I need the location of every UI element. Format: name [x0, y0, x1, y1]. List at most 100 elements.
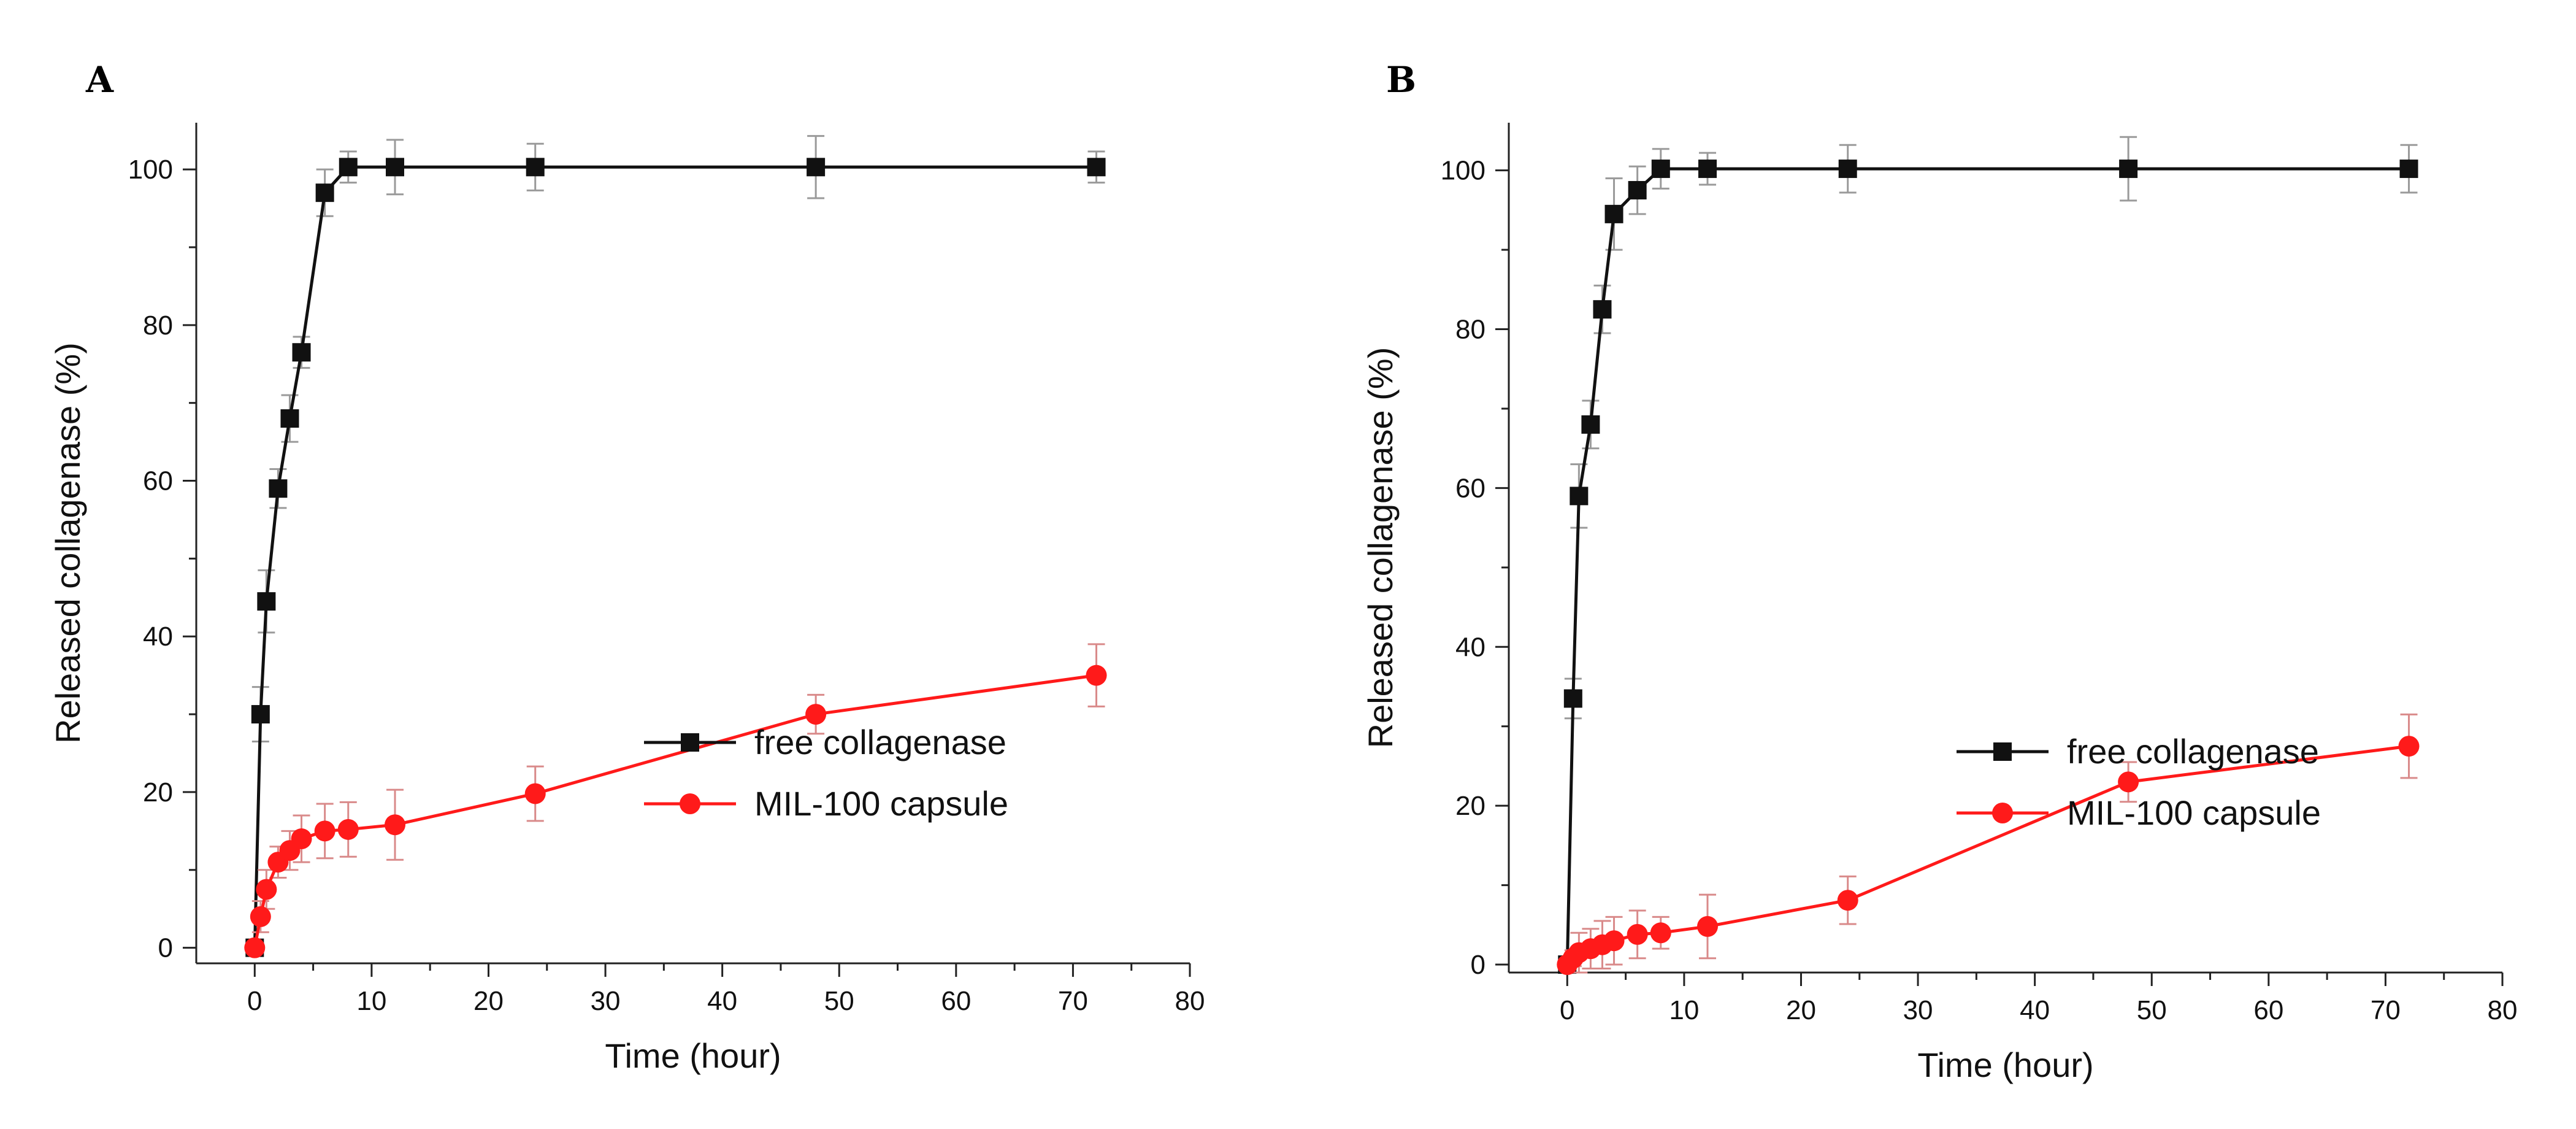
x-tick-label: 10: [356, 986, 386, 1016]
y-tick-label: 0: [1471, 950, 1485, 980]
legend-label: free collagenase: [2067, 732, 2319, 771]
legend-item: MIL-100 capsule: [1957, 793, 2321, 832]
y-tick-label: 40: [143, 622, 173, 652]
data-point: [1603, 930, 1625, 952]
x-tick-label: 20: [1786, 995, 1816, 1025]
y-tick-label: 60: [143, 466, 173, 496]
data-point: [244, 937, 266, 958]
y-tick-label: 80: [1455, 315, 1485, 345]
legend-label: MIL-100 capsule: [754, 784, 1008, 823]
y-tick-label: 100: [128, 155, 173, 185]
legend-symbol: [1993, 742, 2012, 761]
data-point: [250, 906, 271, 927]
data-point: [1627, 923, 1648, 945]
data-point: [2399, 160, 2418, 179]
series-line: [1566, 744, 2409, 966]
y-axis-title: Released collagenase (%): [1361, 347, 1400, 749]
legend: free collagenase MIL-100 capsule: [1957, 732, 2321, 832]
data-point: [526, 158, 545, 177]
legend-label: free collagenase: [754, 723, 1006, 761]
data-point: [807, 158, 826, 177]
data-point: [1651, 160, 1670, 179]
legend-symbol: [681, 733, 699, 752]
x-tick-label: 0: [1560, 995, 1574, 1025]
series-free-collagenase: [1558, 136, 2418, 974]
y-tick-label: 20: [143, 777, 173, 807]
data-point: [269, 479, 288, 498]
data-point: [1087, 158, 1106, 177]
data-point: [314, 820, 335, 842]
data-point: [1604, 204, 1623, 223]
chart-panel-a: A 0 10 20 30 40 50 60 70 80 0 20 40 60 80 100 Time (hour…: [48, 59, 1205, 1075]
x-tick-label: 30: [591, 986, 621, 1016]
series-line: [1565, 167, 2409, 965]
series-free-collagenase: [245, 135, 1106, 957]
data-point: [1570, 487, 1589, 506]
legend: free collagenase MIL-100 capsule: [644, 723, 1008, 823]
legend-symbol: [680, 793, 700, 814]
data-point: [2118, 771, 2139, 793]
x-tick-label: 0: [247, 986, 262, 1016]
x-tick-label: 60: [2253, 995, 2283, 1025]
data-point: [2119, 160, 2138, 179]
data-point: [292, 343, 311, 362]
x-tick-label: 70: [1058, 986, 1088, 1016]
x-tick-label: 70: [2371, 995, 2401, 1025]
series-mil100-capsule: [244, 643, 1107, 958]
chart-panel-b: B 0 10 20 30 40 50 60 70 80 0 20 40 60 80 100 Time (hour…: [1288, 0, 2576, 1129]
data-point: [337, 819, 359, 840]
x-axis-title: Time (hour): [605, 1036, 781, 1075]
x-tick-label: 50: [2137, 995, 2167, 1025]
data-point: [1563, 689, 1582, 708]
panel-letter: B: [1386, 59, 1416, 101]
x-tick-label: 30: [1903, 995, 1933, 1025]
data-point: [251, 705, 270, 724]
data-point: [1581, 415, 1600, 434]
data-point: [1838, 160, 1857, 179]
x-tick-label: 80: [2488, 995, 2518, 1025]
chart-svg-b: B 0 10 20 30 40 50 60 70 80 0 20 40 60 80 100 Time (hour…: [1361, 59, 2518, 1084]
legend-item: free collagenase: [1957, 732, 2319, 771]
data-point: [1697, 915, 1718, 937]
y-tick-label: 100: [1441, 156, 1485, 186]
data-point: [291, 828, 312, 850]
legend-item: free collagenase: [644, 723, 1006, 761]
y-tick-label: 40: [1455, 632, 1485, 662]
data-point: [385, 814, 405, 836]
chart-svg-a: A 0 10 20 30 40 50 60 70 80 0 20 40 60 80 100 Time (hour…: [48, 59, 1205, 1075]
legend-label: MIL-100 capsule: [2067, 793, 2321, 832]
data-point: [524, 783, 546, 804]
data-point: [280, 409, 299, 428]
y-tick-label: 20: [1455, 791, 1485, 821]
y-axis-title: Released collagenase (%): [48, 342, 87, 744]
data-point: [2398, 736, 2420, 757]
x-tick-label: 40: [2020, 995, 2050, 1025]
data-point: [315, 183, 334, 202]
y-tick-label: 0: [158, 933, 173, 963]
data-point: [257, 592, 276, 611]
legend-item: MIL-100 capsule: [644, 784, 1008, 823]
data-point: [339, 158, 358, 177]
series-line: [253, 165, 1097, 948]
data-point: [1628, 181, 1647, 200]
x-tick-label: 50: [824, 986, 854, 1016]
x-axis-title: Time (hour): [1917, 1046, 2093, 1084]
data-point: [1593, 300, 1612, 319]
data-point: [1650, 922, 1671, 944]
data-point: [1698, 160, 1717, 179]
data-point: [1086, 665, 1107, 686]
data-point: [805, 704, 827, 725]
x-tick-label: 80: [1175, 986, 1205, 1016]
panel-letter: A: [85, 59, 114, 101]
x-tick-label: 60: [941, 986, 971, 1016]
y-tick-label: 80: [143, 310, 173, 341]
x-tick-label: 20: [473, 986, 504, 1016]
x-tick-label: 40: [707, 986, 737, 1016]
y-tick-label: 60: [1455, 473, 1485, 503]
data-point: [256, 879, 277, 900]
series-mil100-capsule: [1557, 713, 2420, 976]
data-point: [386, 158, 404, 177]
data-point: [1837, 890, 1858, 911]
legend-symbol: [1992, 803, 2013, 823]
x-tick-label: 10: [1669, 995, 1699, 1025]
